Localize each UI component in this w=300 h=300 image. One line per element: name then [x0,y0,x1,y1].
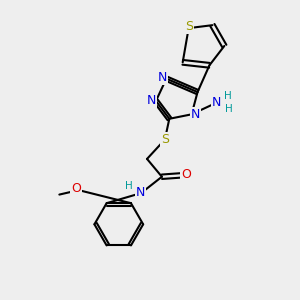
Text: O: O [181,168,191,181]
Text: N: N [136,186,145,199]
Text: H: H [125,181,133,191]
Text: N: N [147,94,156,107]
Text: S: S [161,133,169,146]
Text: O: O [71,182,81,195]
Text: N: N [190,108,200,121]
Text: N: N [212,96,222,109]
Text: N: N [158,71,167,84]
Text: H: H [225,104,232,114]
Text: S: S [184,20,193,33]
Text: H: H [224,91,232,100]
